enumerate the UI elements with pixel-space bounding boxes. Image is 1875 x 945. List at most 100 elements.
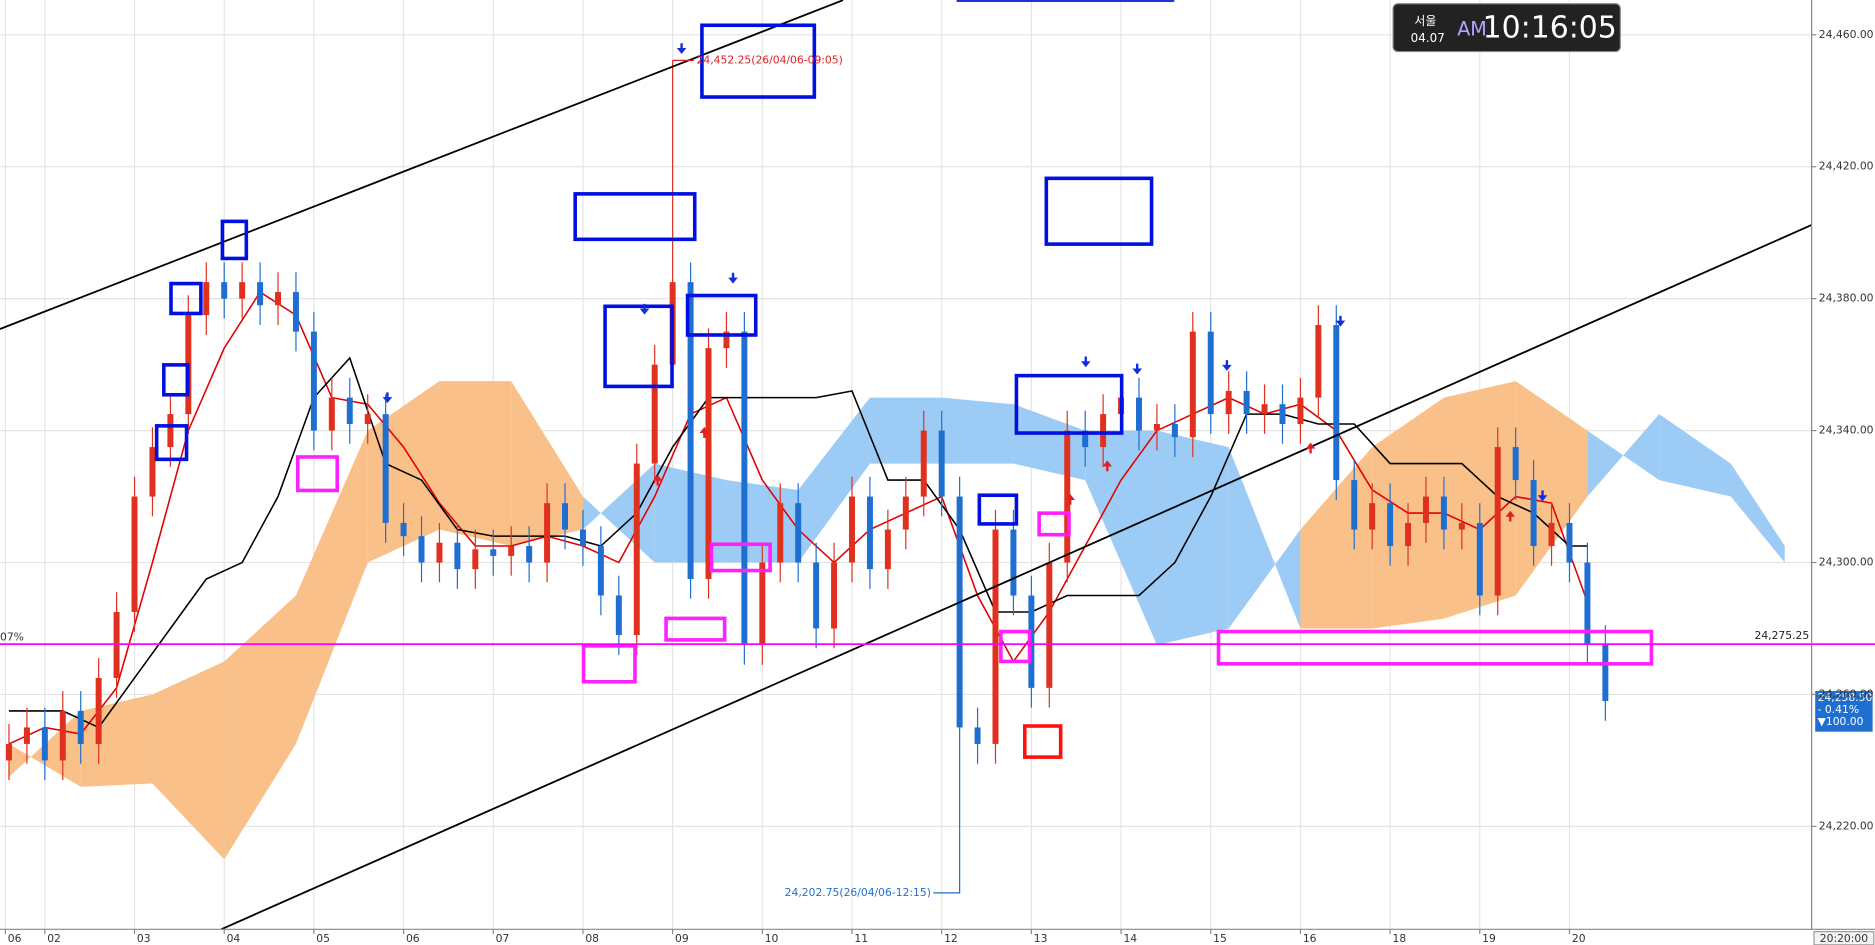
box xyxy=(169,281,203,316)
signal-arrows xyxy=(382,43,1548,502)
overlay-line xyxy=(8,356,1588,729)
candle-body xyxy=(400,522,407,537)
x-tick-label: 09 xyxy=(675,932,689,945)
arrow-up xyxy=(699,427,710,438)
arrow-up xyxy=(1305,442,1316,454)
candle-body xyxy=(490,549,497,556)
cloud-segment xyxy=(152,661,225,860)
cloud-segment xyxy=(1730,463,1785,563)
arrow-down xyxy=(728,272,738,284)
cloud-segment xyxy=(1659,414,1731,497)
candle-body xyxy=(1010,529,1017,596)
y-tick-label: 24,220.00 xyxy=(1819,819,1874,832)
candle-body xyxy=(795,503,802,563)
high-note: 24,452.25(26/04/06-09:05) xyxy=(697,53,843,66)
box xyxy=(1044,176,1154,246)
candle-body xyxy=(562,503,569,530)
x-tick-label: 02 xyxy=(47,932,61,945)
candle-body xyxy=(759,562,766,645)
box xyxy=(1216,629,1654,666)
x-tick-label: 11 xyxy=(854,932,868,945)
candle-body xyxy=(257,282,264,306)
arrow-down xyxy=(1132,363,1142,375)
box xyxy=(1014,373,1124,435)
candle-body xyxy=(1225,391,1232,415)
candle-body xyxy=(741,331,748,645)
arrow-down xyxy=(1080,356,1091,368)
candle-body xyxy=(1315,325,1322,398)
low-marker xyxy=(933,883,961,894)
candle-body xyxy=(651,364,658,464)
box xyxy=(220,219,249,261)
cloud-segment xyxy=(295,430,368,744)
box xyxy=(603,304,674,389)
candle-body xyxy=(1279,404,1286,424)
clock-date: 04.07 xyxy=(1411,31,1445,45)
candle-body xyxy=(1028,595,1035,688)
candle-body xyxy=(23,727,30,744)
candle-body xyxy=(77,710,84,744)
price-tag-change: ▼100.00 xyxy=(1818,715,1864,728)
candle-body xyxy=(1064,430,1071,563)
y-tick-label: 24,300.00 xyxy=(1819,556,1874,569)
candle-body xyxy=(1548,522,1555,547)
candle-body xyxy=(813,562,820,629)
candle-body xyxy=(131,496,138,612)
candle-body xyxy=(221,282,228,299)
arrow-up xyxy=(652,474,663,486)
cloud-segment xyxy=(798,397,870,563)
candle-body xyxy=(956,496,963,728)
candle-body xyxy=(544,503,551,563)
box xyxy=(581,644,637,684)
candle-body xyxy=(1458,522,1465,530)
arrow-down xyxy=(1222,360,1232,371)
x-tick-label: 04 xyxy=(227,932,241,945)
candle-body xyxy=(615,595,622,636)
candle-body xyxy=(1405,522,1412,547)
candle-body xyxy=(1387,503,1394,547)
candle-body xyxy=(436,542,443,563)
y-tick-label: 24,420.00 xyxy=(1819,160,1874,173)
candle-body xyxy=(149,447,156,497)
candle-body xyxy=(454,542,461,570)
candle-body xyxy=(1494,447,1501,596)
arrow-down xyxy=(639,303,650,315)
candle-body xyxy=(1351,480,1358,530)
cloud-segment xyxy=(224,595,296,860)
candle-body xyxy=(1512,447,1519,481)
candle-body xyxy=(310,331,317,431)
x-tick-label: 20 xyxy=(1572,932,1586,945)
candle-body xyxy=(346,397,353,424)
candle-body xyxy=(1243,391,1250,415)
box xyxy=(1022,724,1063,759)
x-tick-label: 15 xyxy=(1213,932,1227,945)
candle-body xyxy=(938,430,945,497)
clock-panel xyxy=(1392,3,1621,53)
candle-body xyxy=(1333,325,1340,481)
candle-body xyxy=(633,463,640,636)
box xyxy=(154,424,189,462)
y-tick-label: 24,340.00 xyxy=(1819,424,1874,437)
candle-body xyxy=(705,348,712,580)
candle-body xyxy=(1584,562,1591,645)
box xyxy=(573,192,697,242)
candle-body xyxy=(884,529,891,570)
channel-line xyxy=(220,224,1812,931)
x-tick-label: 06 xyxy=(8,932,22,945)
signal-arrows-up xyxy=(652,427,1516,522)
clock-ampm: AM xyxy=(1457,18,1487,41)
candle-body xyxy=(974,727,981,744)
candle-body xyxy=(1261,404,1268,415)
candle-body xyxy=(1046,562,1053,688)
candle-body xyxy=(41,727,48,761)
box xyxy=(295,455,340,493)
candle-body xyxy=(992,529,999,744)
arrow-up xyxy=(1505,510,1516,522)
cloud-segment xyxy=(941,397,1014,464)
candle-body xyxy=(5,743,12,761)
candle-body xyxy=(239,282,246,299)
box xyxy=(977,493,1019,526)
candle-body xyxy=(687,282,694,580)
price-tag-pct: - 0.41% xyxy=(1818,703,1859,716)
